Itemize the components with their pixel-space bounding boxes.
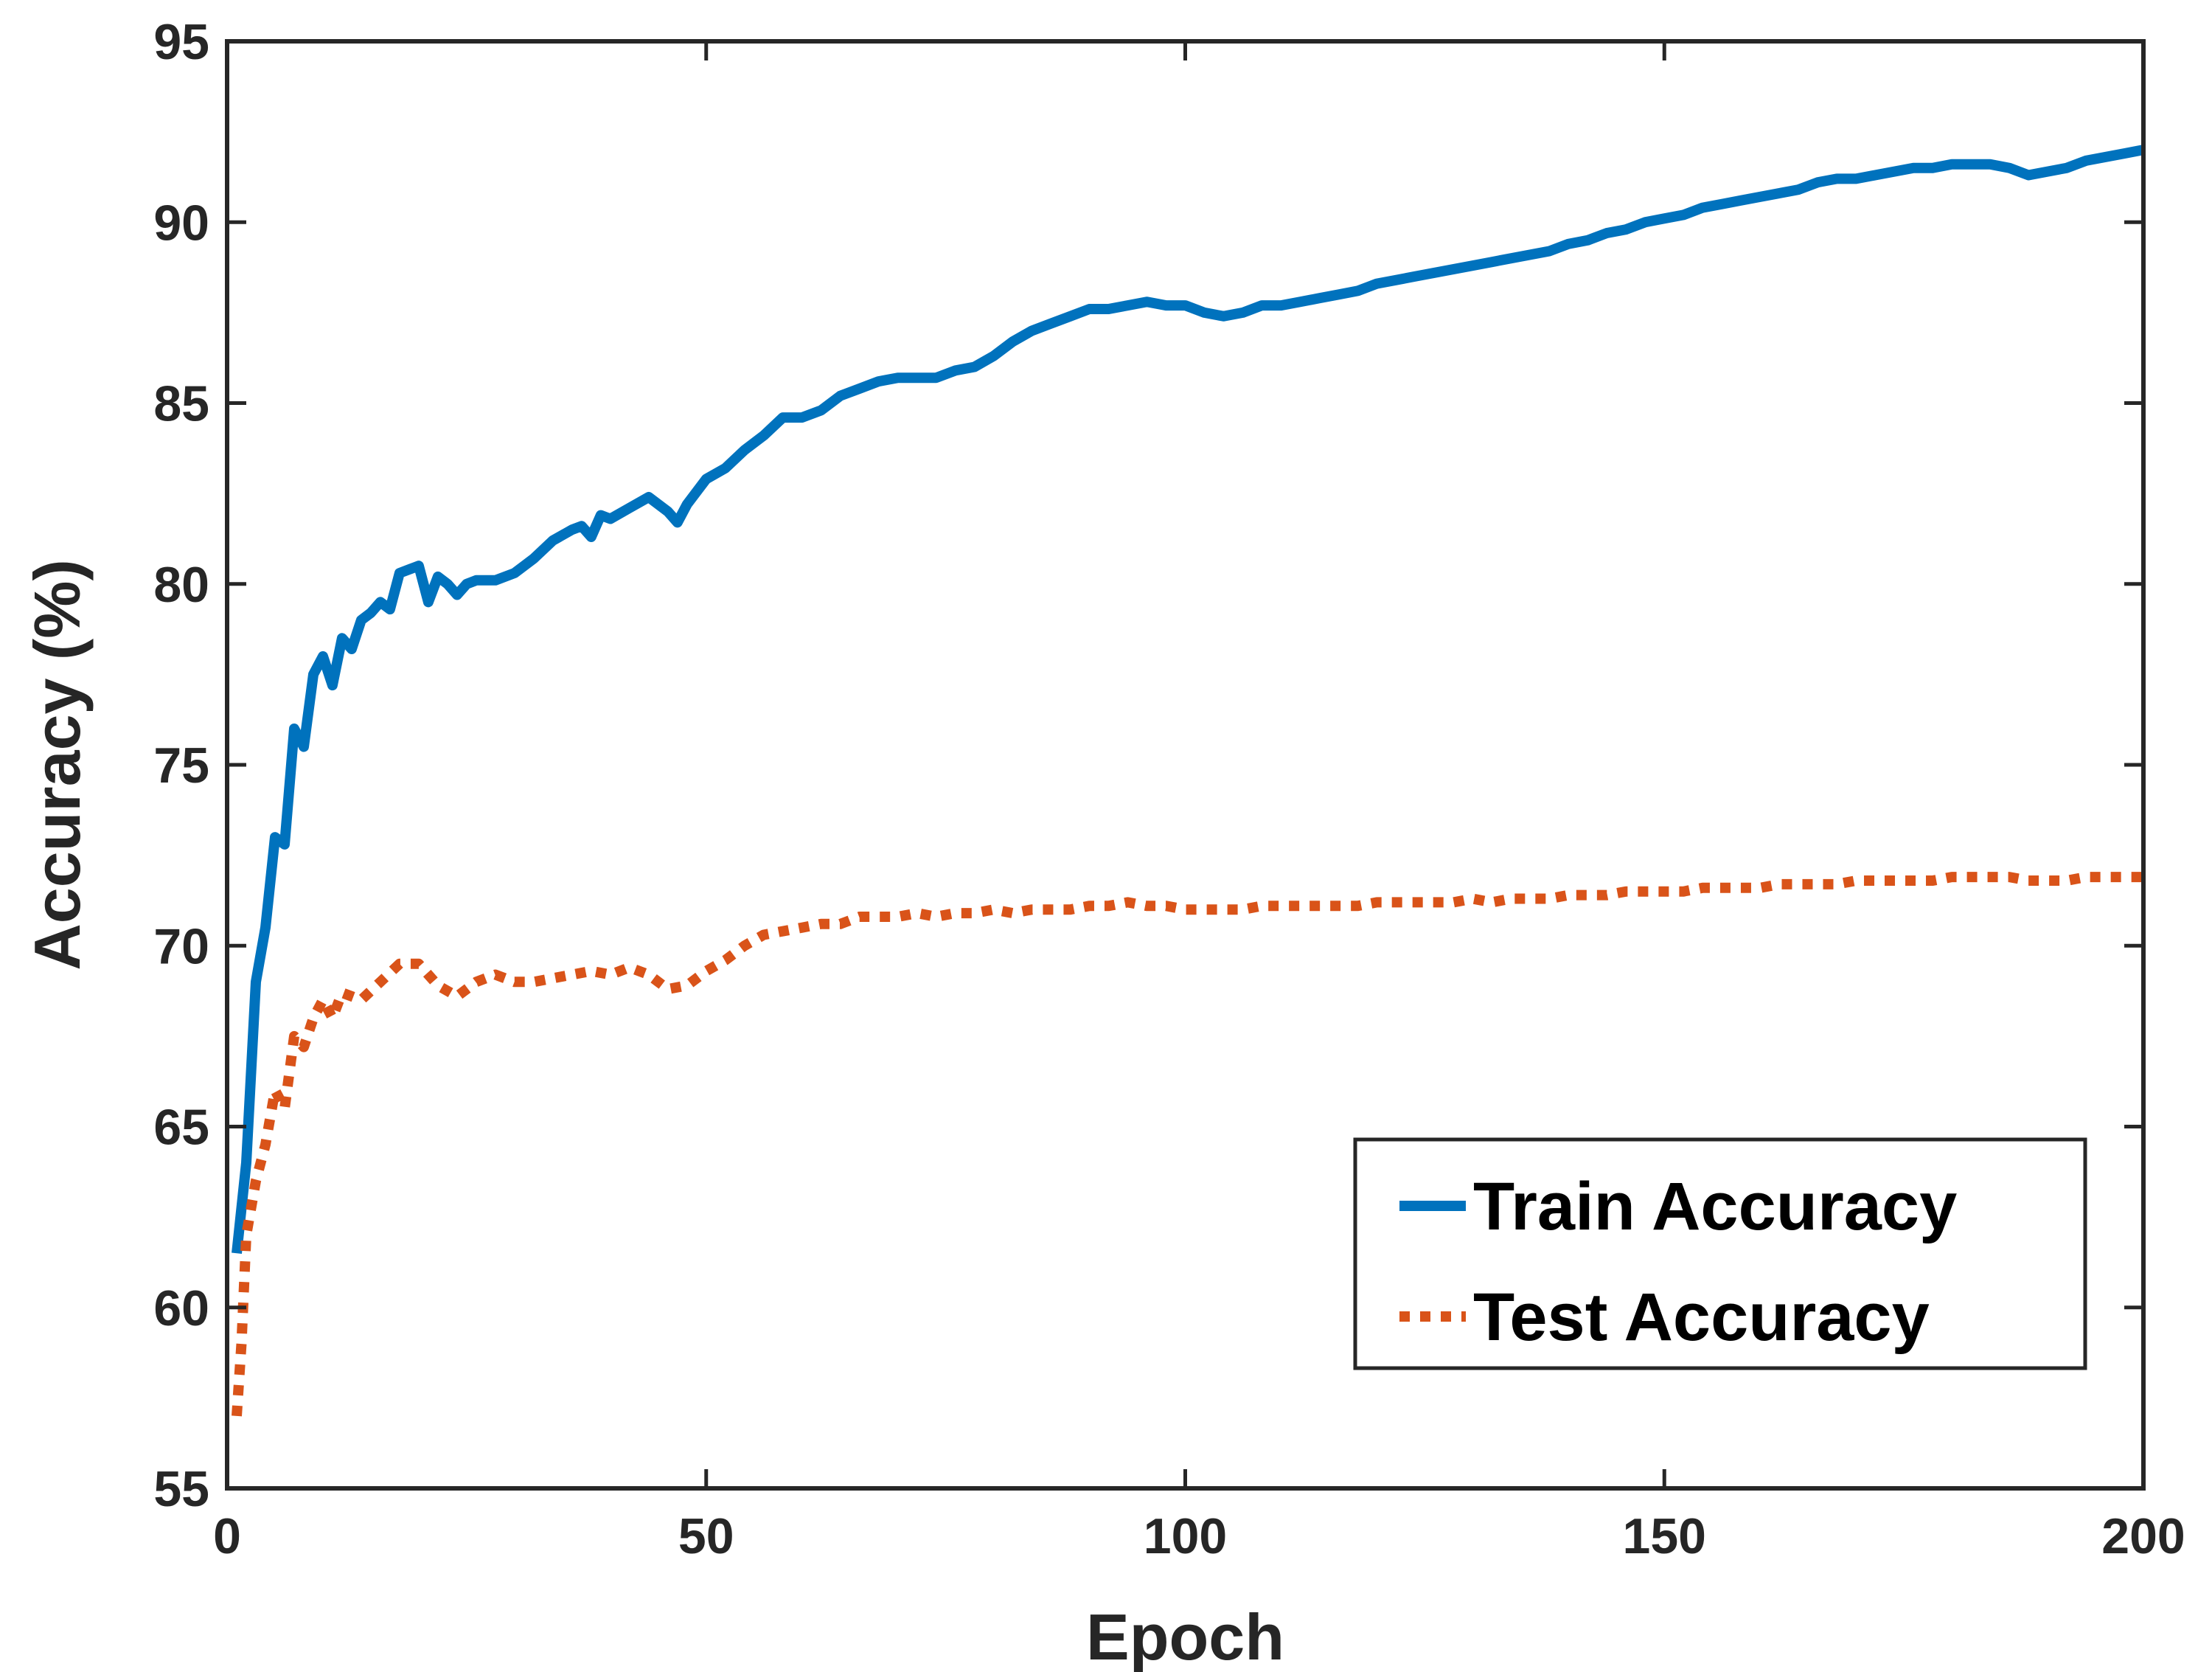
- x-tick-label: 50: [678, 1508, 734, 1564]
- legend-box: [1353, 1137, 2087, 1370]
- y-tick-label: 75: [153, 738, 209, 794]
- y-tick-label: 80: [153, 557, 209, 613]
- x-tick-label: 200: [2101, 1508, 2185, 1564]
- y-tick-label: 70: [153, 918, 209, 974]
- y-axis-label: Accuracy (%): [21, 559, 94, 971]
- y-tick-label: 90: [153, 195, 209, 251]
- y-tick-label: 55: [153, 1461, 209, 1517]
- series-layer: [232, 145, 2145, 1417]
- y-tick-label: 65: [153, 1100, 209, 1156]
- series-line-train: [232, 145, 2145, 1254]
- ticks-layer: 0 50 100 150 200 55 60 65 70 75 80 85 90 95: [153, 14, 2185, 1564]
- y-tick-label: 95: [153, 14, 209, 70]
- x-tick-label: 0: [213, 1508, 241, 1564]
- series-line-test: [232, 872, 2143, 1417]
- legend-label-train: Train Accuracy: [1473, 1169, 1957, 1244]
- x-tick-label: 150: [1623, 1508, 1706, 1564]
- x-axis-label: Epoch: [1086, 1600, 1284, 1672]
- legend: Train Accuracy Test Accuracy: [1353, 1137, 2087, 1370]
- legend-label-test: Test Accuracy: [1473, 1280, 1930, 1355]
- x-tick-label: 100: [1144, 1508, 1227, 1564]
- y-tick-label: 85: [153, 376, 209, 432]
- y-tick-label: 60: [153, 1280, 209, 1336]
